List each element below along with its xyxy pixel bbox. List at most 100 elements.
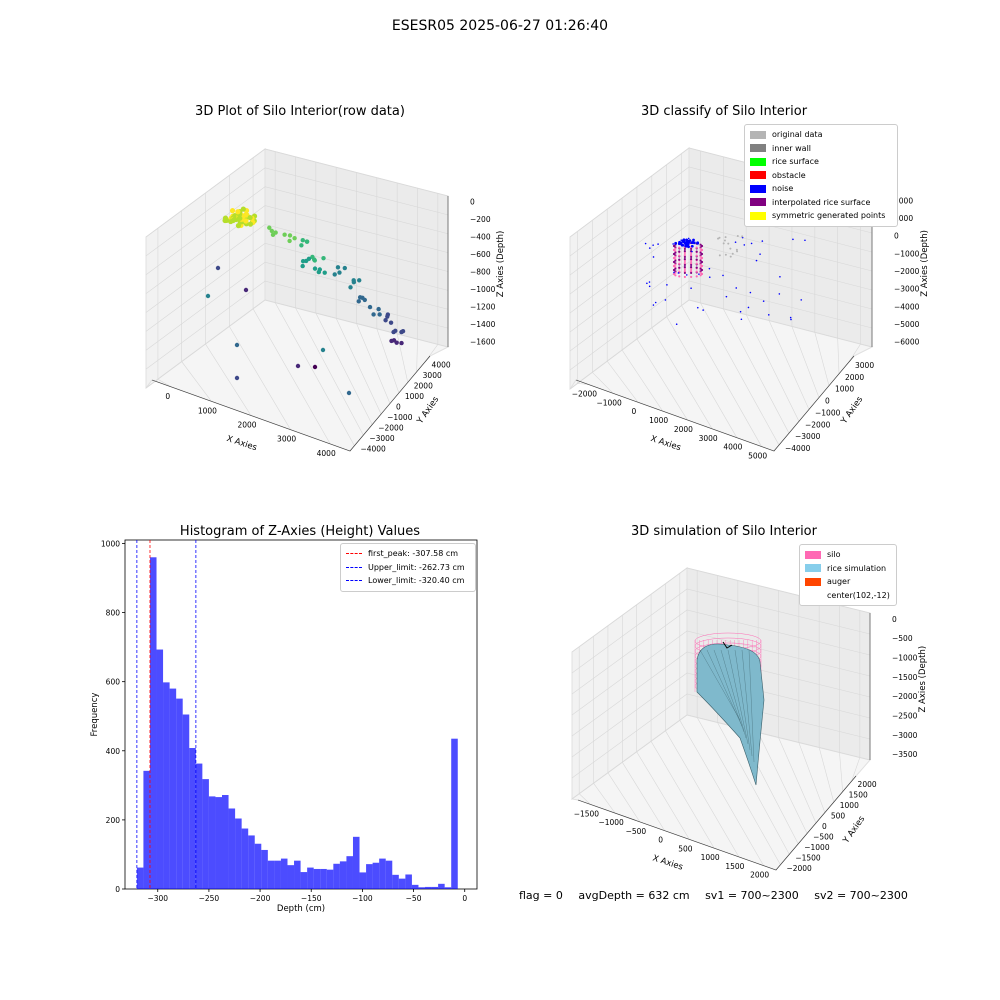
p2-point	[689, 261, 693, 265]
histogram-ylabel: Frequency	[90, 693, 100, 737]
p4-ytick: 1000	[840, 801, 859, 810]
p2-zgrid	[569, 280, 873, 371]
p2-point	[678, 254, 681, 257]
p2-point	[690, 255, 693, 259]
p2-xtick: 1000	[649, 416, 668, 425]
p2-point	[672, 264, 676, 268]
histogram-bar	[372, 862, 380, 889]
p1-zgrid	[145, 224, 449, 313]
p4-zgrid	[571, 609, 871, 695]
p1-ytick: 0	[396, 403, 401, 412]
p4-mesh-line	[713, 649, 745, 733]
histogram-bar	[254, 843, 262, 889]
p1-point	[235, 209, 241, 215]
histogram-bar	[366, 864, 373, 889]
p2-point	[736, 235, 739, 238]
p1-ygrid	[315, 162, 373, 425]
p4-ygrid	[818, 600, 835, 803]
p4-ygrid	[717, 575, 790, 855]
panel4-legend: silo rice simulation auger center(102,-12)	[799, 544, 897, 606]
p1-ztick: 0	[470, 197, 475, 206]
p4-ygrid	[839, 605, 843, 792]
p1-ztick: −600	[470, 250, 491, 259]
legend-label: rice surface	[772, 157, 819, 167]
histogram-bar	[195, 763, 203, 889]
p2-ygrid	[723, 156, 790, 434]
p4-rice-surface	[696, 643, 765, 786]
legend-swatch	[750, 130, 766, 139]
p2-ztick: −4000	[894, 302, 920, 311]
legend-swatch	[346, 566, 362, 568]
p2-point	[674, 271, 677, 274]
p2-point	[678, 250, 681, 253]
p2-zgrid	[569, 204, 873, 295]
p2-point	[683, 271, 686, 275]
p2-point	[700, 248, 704, 252]
p2-point	[735, 287, 738, 289]
p1-ztick: −400	[470, 232, 491, 241]
p4-zlabel: Z Axies (Depth)	[918, 646, 928, 713]
p1-ytick: 3000	[423, 371, 442, 380]
p4-zgrid	[571, 714, 871, 800]
histogram-xtick: −200	[250, 894, 271, 903]
p4-mesh-line	[748, 649, 755, 763]
p1-xgrid	[229, 175, 291, 430]
p4-xgrid	[665, 583, 740, 858]
p2-point	[729, 255, 732, 258]
p2-point	[678, 258, 681, 261]
p1-point	[312, 364, 318, 370]
histogram-bar	[339, 861, 347, 889]
p2-point	[674, 251, 677, 254]
legend-entry: Upper_limit: -262.73 cm	[346, 561, 470, 575]
p1-point	[287, 233, 293, 238]
histogram-bar	[379, 858, 386, 889]
p1-point	[306, 256, 312, 261]
p1-point	[385, 312, 391, 317]
histogram-bar	[143, 770, 150, 889]
p4-mesh-line	[727, 649, 749, 745]
p4-mesh-line	[706, 649, 743, 727]
p4-mesh-line	[720, 649, 747, 739]
p4-mesh-line	[734, 649, 751, 751]
histogram-bar	[215, 797, 223, 889]
p1-point	[237, 215, 243, 221]
p2-point	[672, 268, 676, 272]
p2-point	[664, 299, 667, 301]
histogram-bar	[267, 860, 275, 889]
p1-point	[346, 390, 352, 396]
legend-swatch	[805, 550, 821, 559]
p2-point	[683, 275, 686, 279]
p1-axis-edge	[151, 355, 431, 452]
p2-point	[672, 248, 676, 252]
p2-point	[792, 238, 794, 241]
p4-ytick: −1500	[795, 853, 821, 862]
p1-point	[267, 225, 272, 230]
p2-point	[672, 244, 676, 248]
p2-point	[743, 244, 746, 246]
legend-swatch	[346, 553, 362, 555]
p2-xtick: −2000	[572, 389, 598, 398]
p2-point	[702, 309, 704, 311]
p4-zgrid	[571, 630, 871, 716]
p2-point	[762, 300, 765, 302]
p2-point	[657, 243, 659, 245]
p2-point	[695, 266, 698, 269]
legend-label: obstacle	[772, 170, 806, 180]
histogram-ytick: 0	[115, 885, 120, 894]
p1-point	[230, 217, 236, 224]
p1-point	[394, 340, 399, 345]
p2-point	[699, 247, 702, 250]
p2-point	[685, 274, 688, 276]
p2-point	[672, 260, 676, 264]
histogram-bar	[398, 878, 406, 889]
p1-point	[357, 278, 362, 283]
histogram-bar	[169, 688, 177, 889]
p1-point	[243, 287, 249, 293]
legend-label: Lower_limit: -320.40 cm	[368, 576, 465, 586]
legend-entry: rice surface	[750, 155, 892, 169]
p2-zlabel: Z Axies (Depth)	[920, 230, 930, 297]
p1-point	[320, 347, 326, 353]
